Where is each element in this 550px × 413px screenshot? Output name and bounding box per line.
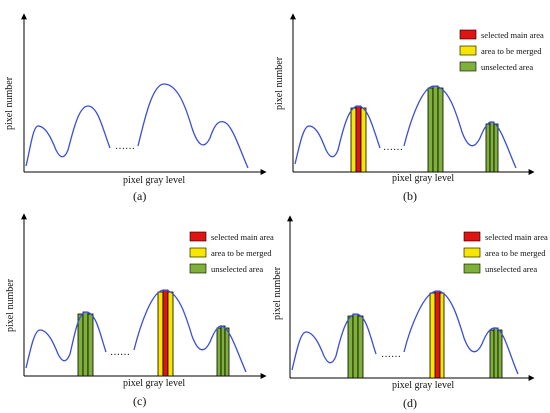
bar-unselected-right — [489, 327, 503, 379]
unselected-stripe — [347, 315, 354, 379]
unselected-stripe — [489, 121, 495, 173]
y-axis-label: pixel number — [5, 278, 16, 332]
bar-unselected-right — [485, 121, 499, 173]
bar-unselected-left — [77, 311, 94, 377]
unselected-stripe — [493, 327, 499, 379]
legend: selected main area area to be merged uns… — [459, 29, 544, 72]
legend-swatch-merged — [463, 247, 481, 258]
unselected-stripe — [77, 313, 84, 377]
ellipsis: …… — [383, 142, 403, 153]
x-axis-label: pixel gray level — [392, 380, 454, 391]
legend-swatch-selected — [463, 231, 481, 242]
histogram-curve-left — [291, 313, 377, 371]
unselected-stripe — [493, 123, 499, 173]
legend-label-selected: selected main area — [481, 30, 544, 40]
merged-area-left — [157, 291, 164, 377]
unselected-stripe — [87, 313, 94, 377]
x-axis-label: pixel gray level — [123, 175, 185, 186]
unselected-stripe — [352, 313, 359, 379]
ellipsis: …… — [381, 349, 401, 360]
histogram-curve-right — [133, 289, 247, 373]
legend-swatch-merged — [459, 45, 477, 56]
histogram-curve-right — [403, 290, 519, 375]
unselected-stripe — [357, 315, 364, 379]
merged-area-right — [360, 107, 367, 173]
selected-main-area — [355, 105, 362, 173]
bar-selected-with-merge — [157, 289, 174, 377]
panel-d: …… selected main area area to be merged … — [272, 215, 548, 410]
legend-swatch-selected — [459, 29, 477, 40]
panel-label: (b) — [403, 189, 417, 203]
bar-unselected-right — [216, 325, 230, 377]
legend-swatch-unselected — [463, 263, 481, 274]
bar-unselected-left — [347, 313, 364, 379]
bar-unselected-middle — [427, 85, 444, 173]
legend-label-merged: area to be merged — [485, 248, 546, 258]
unselected-stripe — [220, 325, 226, 377]
bar-selected-merged — [429, 290, 445, 379]
unselected-stripe — [82, 311, 89, 377]
unselected-stripe — [224, 327, 230, 377]
legend-label-unselected: unselected area — [211, 264, 263, 274]
panel-label: (c) — [133, 394, 146, 408]
legend-swatch-merged — [189, 247, 207, 258]
bar-selected-with-merge — [350, 105, 367, 173]
selected-main-area — [434, 290, 441, 379]
histogram-curve-left — [25, 105, 111, 167]
x-axis-label: pixel gray level — [392, 173, 454, 184]
y-axis-label: pixel number — [274, 56, 285, 110]
merged-area-left — [350, 107, 357, 173]
unselected-stripe — [485, 123, 491, 173]
unselected-stripe — [497, 329, 503, 379]
x-axis-label: pixel gray level — [123, 378, 185, 389]
histogram-curve-right — [137, 83, 249, 169]
merged-area-right — [167, 291, 174, 377]
selected-main-area — [162, 289, 169, 377]
y-axis-label: pixel number — [272, 266, 283, 320]
y-axis-label: pixel number — [4, 76, 15, 130]
legend: selected main area area to be merged uns… — [463, 231, 548, 274]
panel-a: …… pixel number pixel gray level (a) — [4, 13, 267, 203]
legend-label-merged: area to be merged — [211, 248, 272, 258]
panel-label: (a) — [133, 189, 146, 203]
legend-swatch-unselected — [459, 61, 477, 72]
histogram-curve-left — [294, 105, 381, 165]
ellipsis: …… — [110, 347, 130, 358]
legend-label-unselected: unselected area — [481, 62, 533, 72]
legend: selected main area area to be merged uns… — [189, 231, 274, 274]
legend-label-selected: selected main area — [485, 232, 548, 242]
ellipsis: …… — [115, 141, 135, 152]
legend-label-merged: area to be merged — [481, 46, 542, 56]
panel-c: …… selected main area area to be merged … — [5, 213, 274, 408]
panel-label: (d) — [403, 396, 417, 410]
legend-swatch-selected — [189, 231, 207, 242]
unselected-stripe — [432, 85, 439, 173]
legend-swatch-unselected — [189, 263, 207, 274]
histogram-curve-right — [403, 85, 517, 169]
legend-label-unselected: unselected area — [485, 264, 537, 274]
legend-label-selected: selected main area — [211, 232, 274, 242]
unselected-stripe — [437, 87, 444, 173]
unselected-stripe — [427, 87, 434, 173]
histogram-curve-left — [25, 311, 107, 369]
panel-b: …… selected main area area to be merged … — [274, 13, 544, 203]
unselected-stripe — [216, 327, 222, 377]
unselected-stripe — [489, 329, 495, 379]
